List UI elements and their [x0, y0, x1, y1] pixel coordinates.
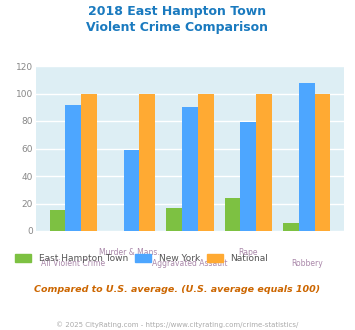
Text: Robbery: Robbery [291, 259, 323, 268]
Legend: East Hampton Town, New York, National: East Hampton Town, New York, National [12, 250, 272, 267]
Bar [240, 122, 256, 231]
Bar [140, 93, 155, 231]
Bar [166, 208, 182, 231]
Text: © 2025 CityRating.com - https://www.cityrating.com/crime-statistics/: © 2025 CityRating.com - https://www.city… [56, 322, 299, 328]
Bar [50, 211, 65, 231]
Bar [198, 93, 214, 231]
Bar [225, 198, 240, 231]
Text: Rape: Rape [239, 248, 258, 257]
Text: All Violent Crime: All Violent Crime [41, 259, 105, 268]
Bar [182, 107, 198, 231]
Bar [124, 150, 140, 231]
Text: Compared to U.S. average. (U.S. average equals 100): Compared to U.S. average. (U.S. average … [34, 285, 321, 294]
Bar [299, 82, 315, 231]
Text: Aggravated Assault: Aggravated Assault [152, 259, 228, 268]
Text: 2018 East Hampton Town
Violent Crime Comparison: 2018 East Hampton Town Violent Crime Com… [87, 5, 268, 34]
Bar [65, 105, 81, 231]
Bar [315, 93, 330, 231]
Text: Murder & Mans...: Murder & Mans... [99, 248, 164, 257]
Bar [283, 223, 299, 231]
Bar [81, 93, 97, 231]
Bar [256, 93, 272, 231]
